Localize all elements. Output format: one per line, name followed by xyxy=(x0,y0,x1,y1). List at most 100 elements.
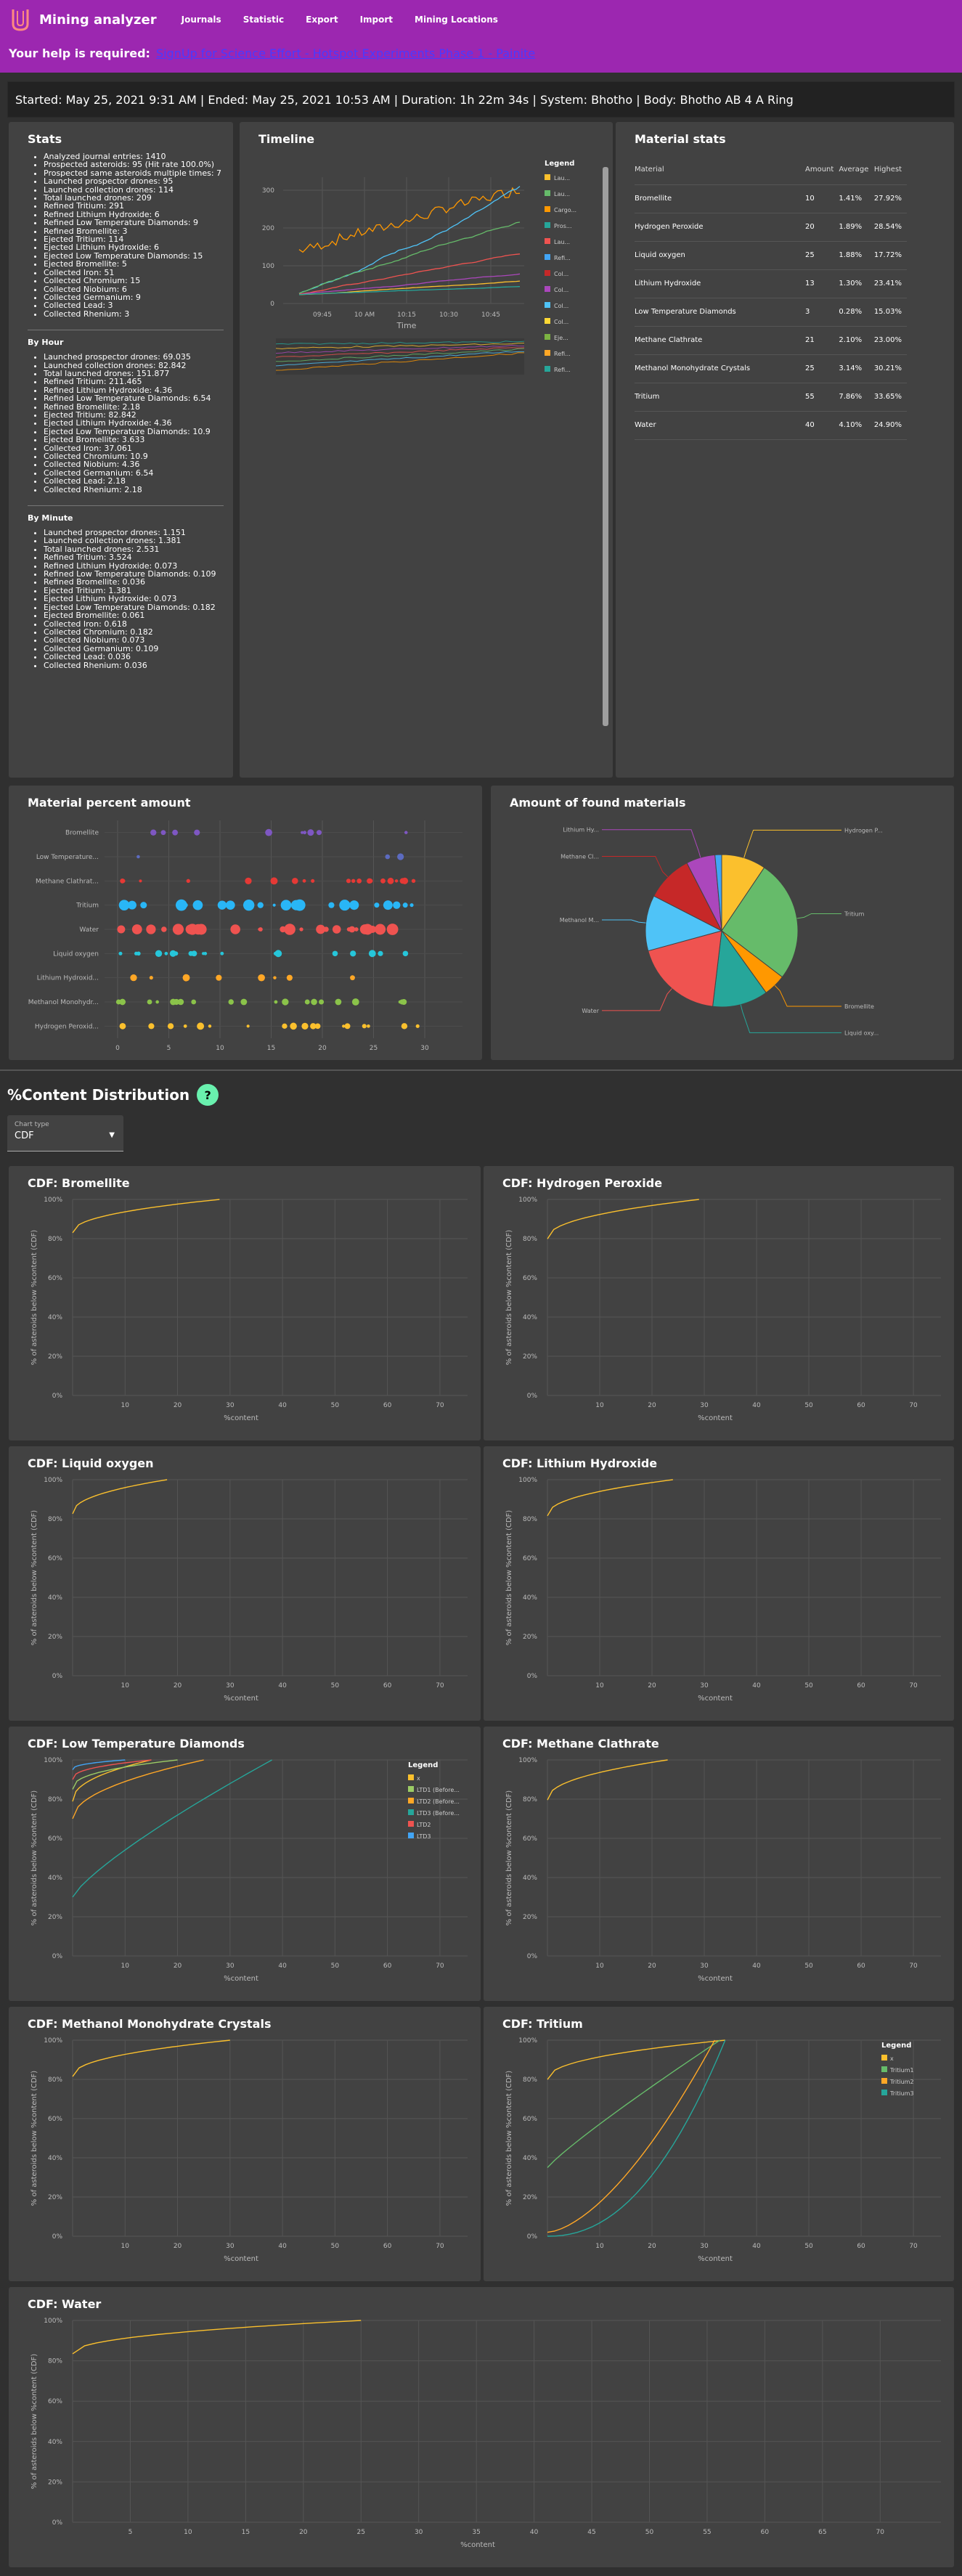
y-tick-label: 20% xyxy=(48,1353,62,1361)
column-header[interactable]: Material xyxy=(635,155,805,185)
cdf-chart-title: CDF: Low Temperature Diamonds xyxy=(28,1737,245,1750)
y-tick-label: 40% xyxy=(48,1875,62,1882)
table-cell: 27.92% xyxy=(873,184,907,213)
help-signup-link[interactable]: SignUp for Science Effort - Hotspot Expe… xyxy=(155,46,536,60)
x-tick-label: 30 xyxy=(700,1402,709,1409)
chart-type-select[interactable]: Chart type CDF ▼ xyxy=(7,1115,123,1152)
data-point xyxy=(393,901,401,909)
x-tick-label: 40 xyxy=(278,1962,287,1970)
legend-swatch xyxy=(408,1833,414,1838)
cdf-chart[interactable]: 0% 20% 40% 60% 80% 100% 10 20 30 40 50 60 70 %content… xyxy=(9,1727,481,2001)
x-tick-label: 40 xyxy=(278,2243,287,2250)
stat-item: Refined Lithium Hydroxide: 6 xyxy=(44,210,224,219)
data-point xyxy=(378,950,383,956)
data-point xyxy=(332,950,338,957)
x-tick-label: 60 xyxy=(761,2529,770,2536)
stat-item: Total launched drones: 209 xyxy=(44,194,224,203)
pie-leader-line xyxy=(602,829,701,858)
timeline-chart[interactable]: 0 100 200 300 09:45 10 AM 10:15 10:30 10:45 Time L… xyxy=(240,122,613,778)
pie-chart-title: Amount of found materials xyxy=(510,796,686,810)
cdf-chart[interactable]: 0% 20% 40% 60% 80% 100% 10 20 30 40 50 60 70 %content… xyxy=(484,2007,954,2281)
x-tick-label: 5 xyxy=(167,1045,171,1052)
nav-import[interactable]: Import xyxy=(359,15,394,25)
cdf-chart-title: CDF: Tritium xyxy=(502,2017,583,2031)
legend-title: Legend xyxy=(881,2042,911,2050)
legend-scrollbar[interactable] xyxy=(603,167,608,726)
divider xyxy=(28,505,224,507)
pie-leader-line xyxy=(774,985,841,1007)
x-tick-label: 70 xyxy=(436,1682,444,1690)
x-tick-label: 40 xyxy=(530,2529,539,2536)
cdf-chart[interactable]: 0% 20% 40% 60% 80% 100% 10 20 30 40 50 60 70 %content… xyxy=(484,1446,954,1721)
y-tick-label: 80% xyxy=(523,1516,537,1523)
x-tick-label: 5 xyxy=(129,2529,133,2536)
data-point xyxy=(120,878,125,884)
nav-journals[interactable]: Journals xyxy=(181,15,221,25)
x-tick-label: 20 xyxy=(174,2243,182,2250)
data-point xyxy=(191,999,197,1005)
legend-swatch xyxy=(545,174,550,180)
cdf-chart-card: CDF: Methanol Monohydrate Crystals 0% 20% 4… xyxy=(9,2007,481,2281)
table-cell: 0.28% xyxy=(839,298,874,327)
x-axis-label: %content xyxy=(224,1414,258,1422)
cdf-chart[interactable]: 0% 20% 40% 60% 80% 100% 10 20 30 40 50 60 70 %content… xyxy=(9,1166,481,1440)
y-tick-label: 40% xyxy=(523,1314,537,1321)
nav-export[interactable]: Export xyxy=(306,15,338,25)
column-header[interactable]: Highest xyxy=(873,155,907,185)
data-point xyxy=(344,1023,351,1030)
y-tick-label: 20% xyxy=(48,2194,62,2201)
x-tick-label: 10:15 xyxy=(397,311,416,319)
nav-mining-locations[interactable]: Mining Locations xyxy=(415,15,498,25)
app-logo-icon[interactable] xyxy=(10,8,30,31)
nav-statistic[interactable]: Statistic xyxy=(242,15,285,25)
table-cell: 1.88% xyxy=(839,241,874,270)
x-tick-label: 20 xyxy=(318,1045,327,1052)
table-cell: 55 xyxy=(805,383,839,412)
data-point xyxy=(351,998,359,1006)
legend-label: x xyxy=(890,2055,894,2062)
stat-item: Launched prospector drones: 69.035 xyxy=(44,353,224,362)
data-point xyxy=(147,999,152,1005)
y-tick-label: 60% xyxy=(523,1835,537,1843)
data-point xyxy=(177,998,184,1006)
stat-item: Ejected Lithium Hydroxide: 6 xyxy=(44,243,224,252)
column-header[interactable]: Average xyxy=(839,155,874,185)
data-point xyxy=(117,925,126,934)
pie-chart[interactable]: Hydrogen P... Tritium Bromellite Liquid oxy… xyxy=(491,786,954,1060)
data-point xyxy=(286,974,293,981)
help-icon[interactable]: ? xyxy=(197,1084,219,1106)
x-tick-label: 50 xyxy=(331,1682,340,1690)
cdf-chart[interactable]: 0% 20% 40% 60% 80% 100% 10 20 30 40 50 60 70 %content… xyxy=(9,1446,481,1721)
stat-item: Refined Tritium: 211.465 xyxy=(44,378,224,386)
data-point xyxy=(186,879,190,884)
stats-title: Stats xyxy=(28,132,62,146)
cdf-chart-title: CDF: Bromellite xyxy=(28,1176,130,1190)
cdf-chart[interactable]: 0% 20% 40% 60% 80% 100% 10 20 30 40 50 60 70 %content… xyxy=(484,1727,954,2001)
cdf-chart[interactable]: 0% 20% 40% 60% 80% 100% 5 10 15 20 25 30 35 40 45 50 55 6… xyxy=(9,2287,954,2567)
percent-chart[interactable]: 0 5 10 15 20 25 30 Bromellite Low Temperature...… xyxy=(9,786,482,1060)
overview-line xyxy=(275,348,524,362)
stat-item: Collected Rhenium: 2.18 xyxy=(44,485,224,494)
legend-label: Lau... xyxy=(554,239,570,245)
table-cell: 13 xyxy=(805,269,839,298)
x-tick-label: 20 xyxy=(174,1682,182,1690)
data-point xyxy=(217,900,227,910)
data-point xyxy=(348,926,356,933)
data-point xyxy=(192,900,203,910)
x-tick-label: 20 xyxy=(299,2529,308,2536)
data-point xyxy=(303,831,307,835)
stat-item: Refined Tritium: 291 xyxy=(44,202,224,211)
cdf-chart[interactable]: 0% 20% 40% 60% 80% 100% 10 20 30 40 50 60 70 %content… xyxy=(9,2007,481,2281)
data-point xyxy=(182,902,187,908)
distribution-heading: %Content Distribution ? xyxy=(7,1084,219,1106)
data-point xyxy=(183,1024,187,1028)
data-point xyxy=(282,998,289,1006)
data-point xyxy=(380,878,386,884)
pie-slice xyxy=(648,930,722,1007)
cdf-chart[interactable]: 0% 20% 40% 60% 80% 100% 10 20 30 40 50 60 70 %content… xyxy=(484,1166,954,1440)
app-name[interactable]: Mining analyzer xyxy=(39,12,157,28)
data-point xyxy=(350,975,355,981)
y-tick-label: 100 xyxy=(262,263,274,270)
column-header[interactable]: Amount xyxy=(805,155,839,185)
cdf-chart-title: CDF: Water xyxy=(28,2297,102,2311)
